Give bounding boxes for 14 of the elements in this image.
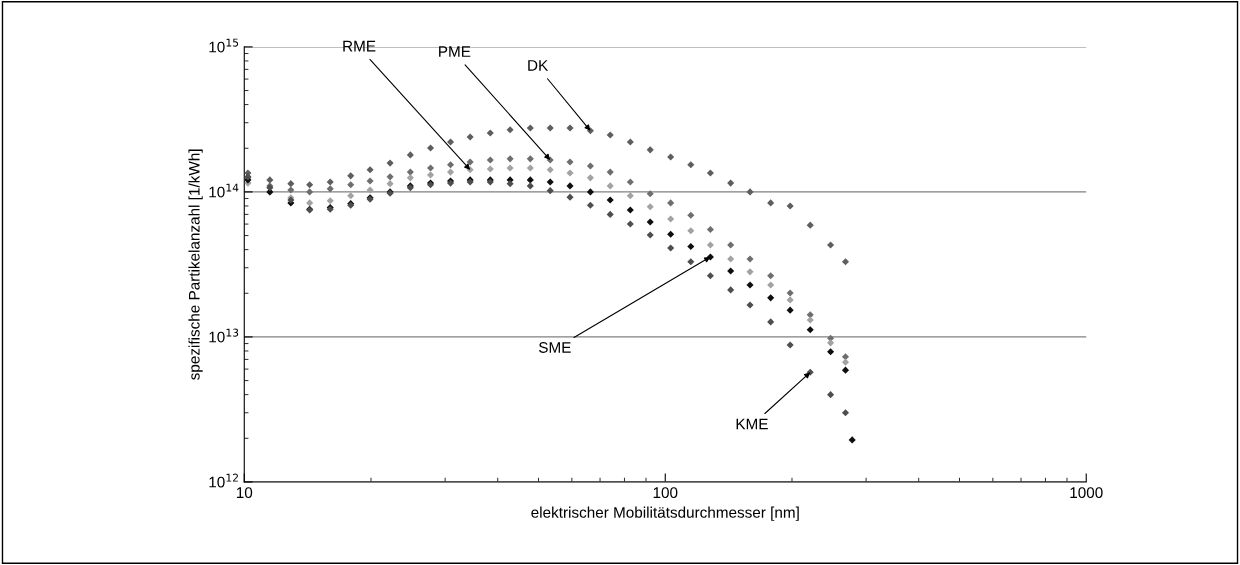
annotation: DK <box>528 60 549 71</box>
y-axis-title: spezifische Partikelanzahl [1/kWh] <box>188 149 203 380</box>
y-tick-label: 10$^{15}$ <box>209 38 239 53</box>
x-tick-label: 1000 <box>1070 487 1103 499</box>
y-tick-label: 10$^{13}$ <box>209 328 239 343</box>
y-tick-label: 10$^{12}$ <box>209 473 238 488</box>
annotation: RME <box>343 40 376 52</box>
annotation: SME <box>538 342 571 353</box>
x-tick-label: 10 <box>236 487 253 499</box>
x-tick-label: 100 <box>653 487 678 499</box>
annotation: PME <box>439 46 471 57</box>
x-axis-title: elektrischer Mobilitätsdurchmesser [nm] <box>531 506 799 521</box>
annotation: KME <box>736 418 768 430</box>
y-tick-label: 10$^{14}$ <box>209 183 239 198</box>
